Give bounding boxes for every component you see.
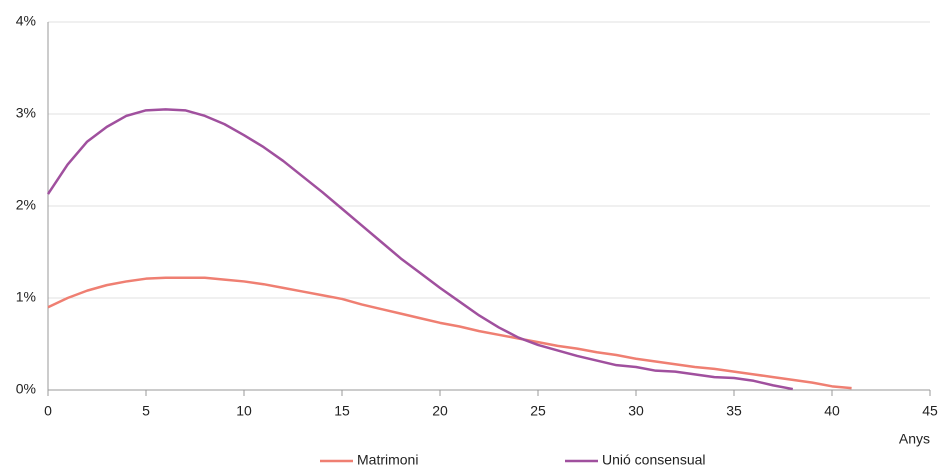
y-tick-label: 0% <box>16 381 36 397</box>
y-tick-label: 2% <box>16 197 36 213</box>
x-tick-label: 0 <box>44 403 52 419</box>
x-tick-label: 15 <box>334 403 350 419</box>
x-tick-label: 25 <box>530 403 546 419</box>
series-line <box>46 108 794 391</box>
x-tick-label: 35 <box>726 403 742 419</box>
y-tick-label: 3% <box>16 105 36 121</box>
y-tick-label: 4% <box>16 13 36 29</box>
x-tick-label: 45 <box>922 403 938 419</box>
x-tick-label: 40 <box>824 403 840 419</box>
x-tick-label: 10 <box>236 403 252 419</box>
x-axis-label: Anys <box>899 431 930 447</box>
legend-label: Unió consensual <box>602 452 706 466</box>
x-tick-label: 5 <box>142 403 150 419</box>
x-tick-label: 30 <box>628 403 644 419</box>
x-tick-label: 20 <box>432 403 448 419</box>
series-line <box>47 276 852 390</box>
y-tick-label: 1% <box>16 289 36 305</box>
legend-label: Matrimoni <box>357 452 418 466</box>
